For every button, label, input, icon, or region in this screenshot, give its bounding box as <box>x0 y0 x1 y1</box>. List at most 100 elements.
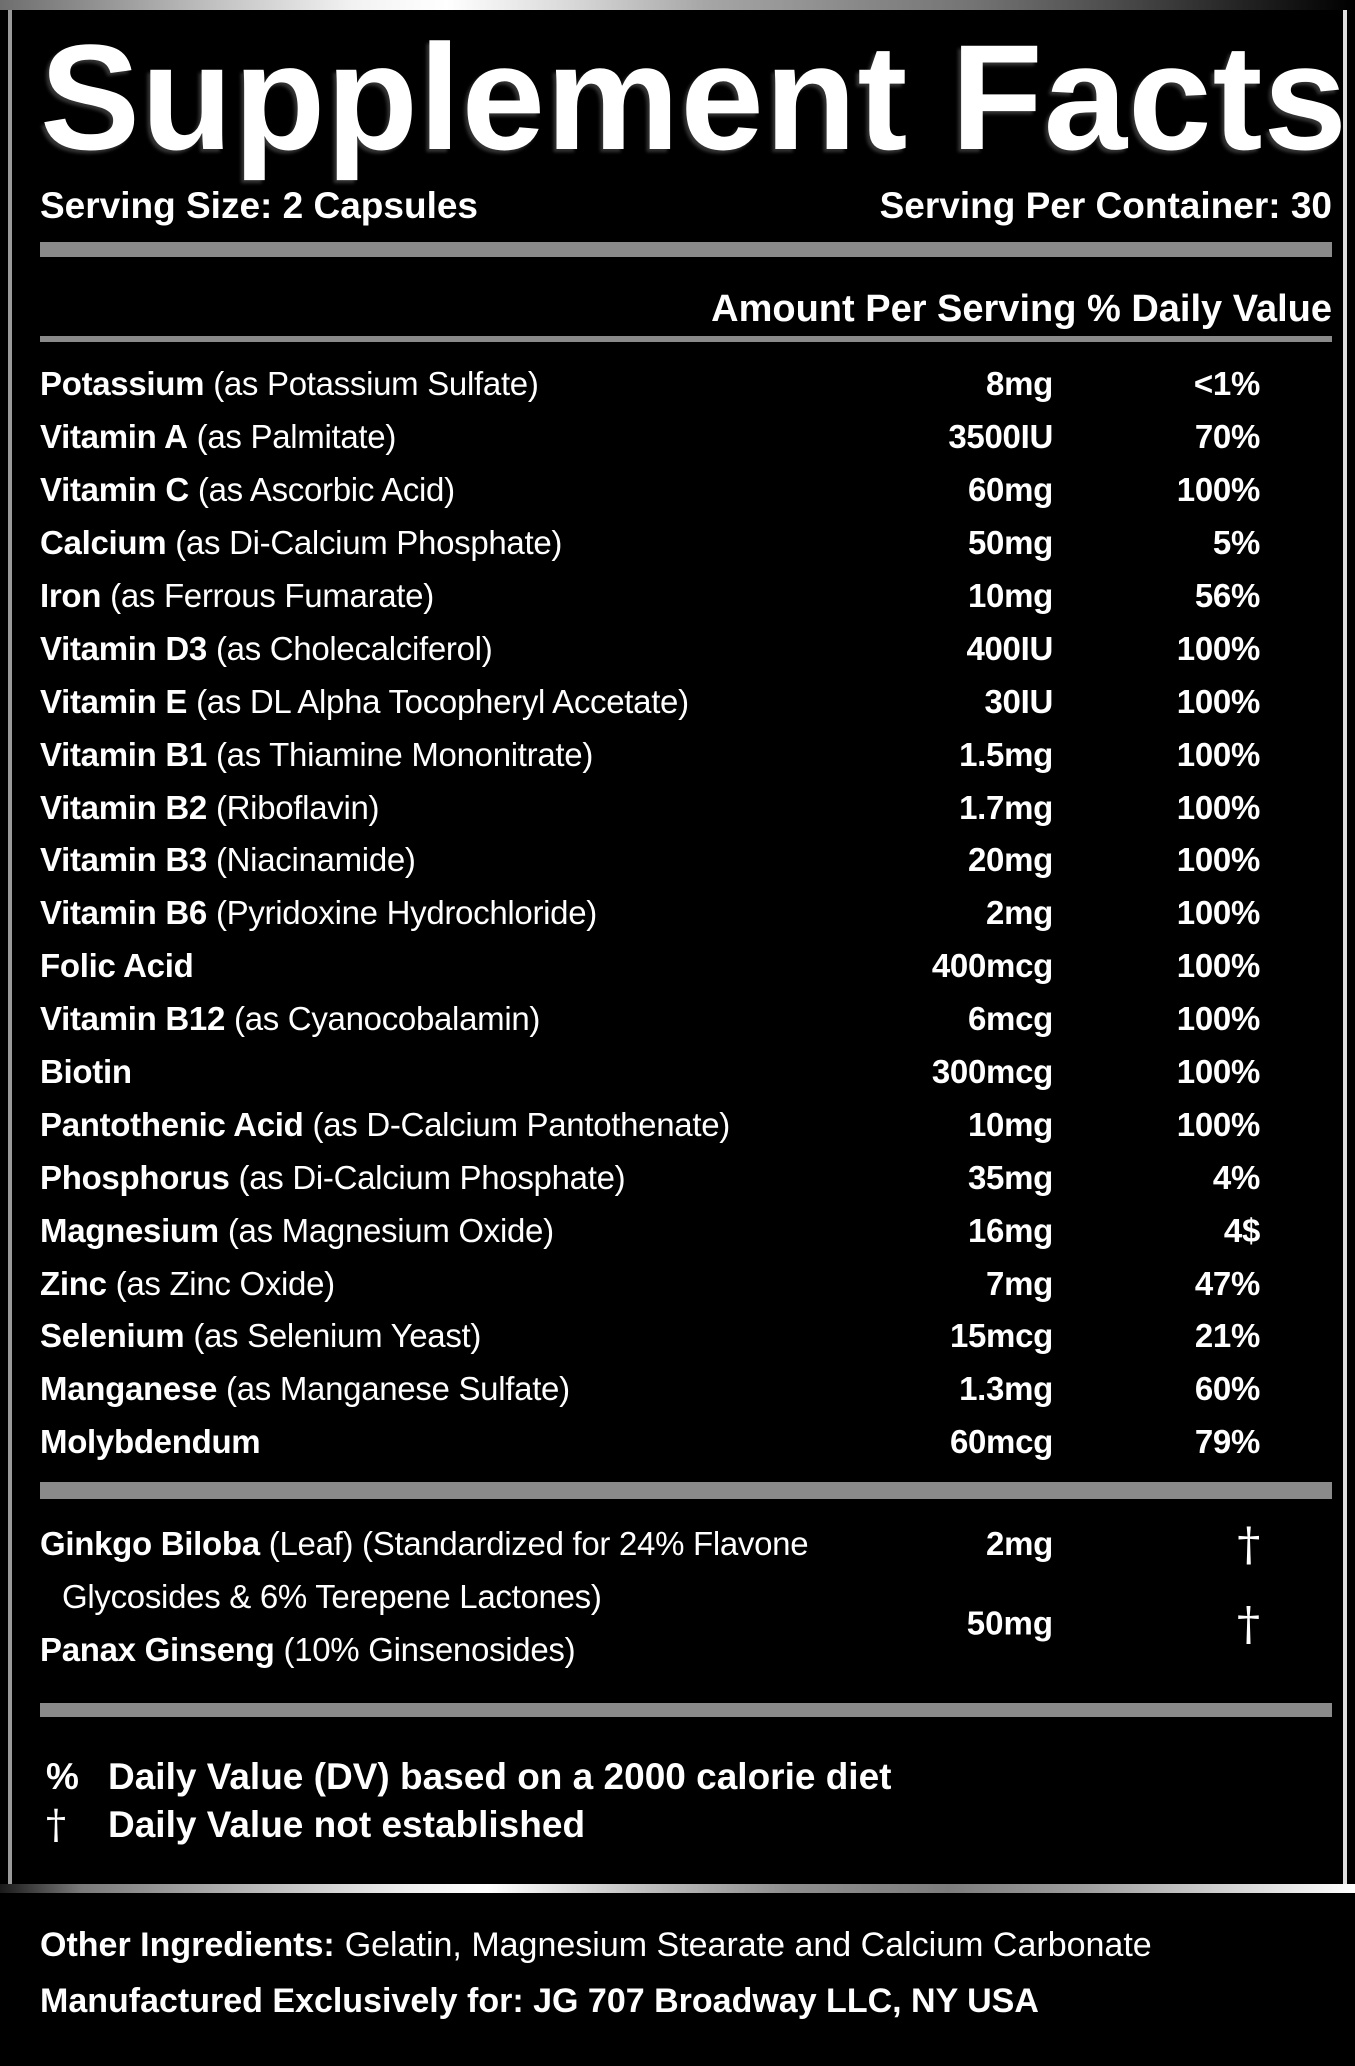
nutrient-dv: 100% <box>1176 1053 1261 1091</box>
botanical-row-ginseng: Panax Ginseng (10% Ginsenosides) <box>40 1624 1332 1677</box>
nutrient-amount: 15mcg <box>949 1317 1053 1355</box>
serving-per-container-text: Serving Per Container: 30 <box>879 185 1332 226</box>
botanical-amount: 50mg <box>966 1604 1053 1642</box>
other-ingredients-line: Other Ingredients: Gelatin, Magnesium Ste… <box>40 1925 1332 1965</box>
nutrient-row: Vitamin B1 (as Thiamine Mononitrate) 1.5m… <box>40 728 1332 781</box>
nutrient-amount: 7mg <box>986 1264 1053 1302</box>
footnote-row: % Daily Value (DV) based on a 2000 calor… <box>40 1753 1332 1801</box>
nutrient-amount: 10mg <box>967 1105 1053 1143</box>
nutrient-row: Molybdendum 60mcg 79% <box>40 1416 1332 1469</box>
manufactured-text: Manufactured Exclusively for: JG 707 Bro… <box>40 1982 1039 2020</box>
nutrient-name: Pantothenic Acid <box>40 1105 304 1143</box>
label-frame: Supplement Facts Serving Size: 2 Capsule… <box>8 10 1347 1884</box>
nutrient-dv: 56% <box>1194 577 1260 614</box>
nutrient-dv: 100% <box>1176 841 1261 879</box>
nutrient-name: Molybdendum <box>40 1423 261 1461</box>
footnote-symbol: † <box>46 1801 66 1848</box>
nutrient-amount: 8mg <box>986 365 1053 403</box>
nutrient-name: Potassium <box>40 365 205 403</box>
nutrient-dv: 21% <box>1194 1317 1260 1355</box>
nutrient-name: Selenium <box>40 1317 185 1355</box>
nutrient-amount: 1.7mg <box>959 788 1053 826</box>
other-ingredients-label: Other Ingredients: <box>40 1926 335 1964</box>
nutrient-detail: (Riboflavin) <box>215 788 380 826</box>
nutrient-amount: 60mg <box>967 471 1053 509</box>
nutrient-name: Vitamin D3 <box>40 629 207 667</box>
nutrient-detail: (as DL Alpha Tocopheryl Accetate) <box>196 682 689 720</box>
nutrient-row: Vitamin B2 (Riboflavin) 1.7mg 100% <box>40 781 1332 834</box>
divider-thick-top <box>40 242 1332 257</box>
nutrient-row: Selenium (as Selenium Yeast) 15mcg 21% <box>40 1310 1332 1363</box>
nutrient-row: Vitamin B12 (as Cyanocobalamin) 6mcg 100% <box>40 993 1332 1046</box>
botanical-continuation-text: Glycosides & 6% Terepene Lactones) <box>62 1578 602 1616</box>
divider-thick-mid <box>40 1481 1332 1499</box>
nutrient-detail: (as Magnesium Oxide) <box>227 1211 554 1249</box>
other-ingredients-text: Gelatin, Magnesium Stearate and Calcium … <box>344 1926 1152 1964</box>
divider-thin <box>40 336 1332 342</box>
nutrient-detail: (as Ascorbic Acid) <box>197 471 455 509</box>
nutrient-dv: 100% <box>1176 947 1261 985</box>
nutrient-detail: (as Thiamine Mononitrate) <box>215 735 594 773</box>
nutrient-row: Vitamin D3 (as Cholecalciferol) 400IU 100… <box>40 622 1332 675</box>
nutrient-row: Calcium (as Di-Calcium Phosphate) 50mg 5% <box>40 517 1332 570</box>
nutrient-detail: (as D-Calcium Pantothenate) <box>312 1105 731 1143</box>
dagger-symbol: † <box>1237 1596 1260 1651</box>
nutrient-name: Vitamin B1 <box>40 735 207 773</box>
botanical-amount: 2mg <box>986 1525 1053 1563</box>
nutrient-row: Manganese (as Manganese Sulfate) 1.3mg 60… <box>40 1363 1332 1416</box>
nutrient-dv: <1% <box>1193 365 1260 403</box>
nutrient-dv: 100% <box>1176 735 1261 773</box>
nutrient-dv: 4$ <box>1223 1211 1260 1249</box>
nutrient-dv: 100% <box>1176 629 1261 667</box>
nutrient-detail: (as Selenium Yeast) <box>193 1317 482 1355</box>
nutrient-row: Vitamin E (as DL Alpha Tocopheryl Accetat… <box>40 675 1332 728</box>
nutrient-amount: 1.5mg <box>959 735 1053 773</box>
nutrient-row: Vitamin C (as Ascorbic Acid) 60mg 100% <box>40 464 1332 517</box>
nutrient-name: Folic Acid <box>40 947 194 985</box>
nutrient-detail: (as Cholecalciferol) <box>215 629 493 667</box>
nutrient-name: Iron <box>40 577 102 614</box>
nutrient-name: Vitamin E <box>40 682 188 720</box>
botanical-name: Panax Ginseng <box>40 1631 275 1669</box>
nutrient-dv: 5% <box>1212 524 1260 562</box>
nutrient-detail: (as Potassium Sulfate) <box>213 365 539 403</box>
nutrient-dv: 100% <box>1176 682 1261 720</box>
nutrient-dv: 100% <box>1176 1000 1261 1038</box>
nutrient-dv: 4% <box>1212 1158 1260 1196</box>
nutrient-detail: (as Cyanocobalamin) <box>234 1000 541 1038</box>
nutrient-row: Folic Acid 400mcg 100% <box>40 940 1332 993</box>
nutrient-row: Vitamin A (as Palmitate) 3500IU 70% <box>40 411 1332 464</box>
nutrient-amount: 30IU <box>984 682 1053 720</box>
nutrient-row: Vitamin B3 (Niacinamide) 20mg 100% <box>40 834 1332 887</box>
footnote-symbol: % <box>46 1755 79 1797</box>
nutrient-amount: 50mg <box>967 524 1053 562</box>
nutrient-name: Vitamin B3 <box>40 841 207 879</box>
dagger-symbol: † <box>1237 1516 1260 1571</box>
nutrient-amount: 300mcg <box>931 1053 1053 1091</box>
botanical-section: Ginkgo Biloba (Leaf) (Standardized for 24… <box>40 1518 1332 1677</box>
footnote-text: Daily Value not established <box>108 1803 586 1845</box>
nutrient-dv: 100% <box>1176 471 1261 509</box>
nutrient-row: Magnesium (as Magnesium Oxide) 16mg 4$ <box>40 1204 1332 1257</box>
nutrient-detail: (as Ferrous Fumarate) <box>110 577 434 614</box>
nutrient-name: Manganese <box>40 1370 218 1408</box>
nutrient-dv: 100% <box>1176 894 1261 932</box>
nutrient-amount: 35mg <box>967 1158 1053 1196</box>
nutrient-name: Vitamin C <box>40 471 189 509</box>
nutrient-name: Vitamin A <box>40 418 188 456</box>
nutrient-dv: 100% <box>1176 788 1261 826</box>
nutrient-name: Vitamin B2 <box>40 788 207 826</box>
nutrient-detail: (as Di-Calcium Phosphate) <box>175 524 563 562</box>
nutrient-detail: (as Palmitate) <box>196 418 397 456</box>
nutrient-name: Phosphorus <box>40 1158 230 1196</box>
botanical-amount-row: 50mg † <box>40 1600 1332 1647</box>
botanical-detail: (10% Ginsenosides) <box>283 1631 576 1669</box>
nutrient-dv: 100% <box>1176 1105 1261 1143</box>
botanical-detail: (Leaf) (Standardized for 24% Flavone <box>268 1525 809 1563</box>
nutrient-amount: 6mcg <box>967 1000 1053 1038</box>
metallic-bottom-bar <box>0 1884 1355 1893</box>
nutrient-name: Zinc <box>40 1264 107 1302</box>
metallic-top-bar <box>0 0 1355 10</box>
nutrient-dv: 70% <box>1194 418 1260 456</box>
